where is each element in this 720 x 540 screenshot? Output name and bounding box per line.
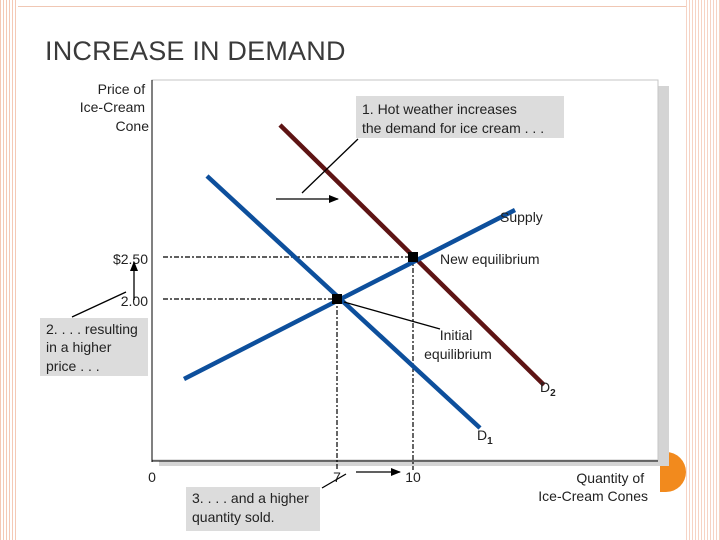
new-equilibrium-point	[408, 252, 418, 262]
x-tick-new-quantity: 10	[405, 469, 421, 485]
y-tick-new-price: $2.50	[113, 251, 148, 267]
left-decorative-stripes	[0, 0, 16, 540]
initial-equilibrium-label-line1: Initial	[440, 327, 473, 343]
y-axis-label-line1: Price of	[98, 81, 146, 97]
x-tick-origin: 0	[148, 469, 156, 485]
demand-curve-d1	[205, 174, 482, 430]
annotation-3-line2: quantity sold.	[192, 509, 275, 525]
annotation-3: 3. . . . and a higher quantity sold.	[192, 490, 313, 525]
d1-label-sub: 1	[487, 436, 493, 447]
x-axis-label: Quantity of Ice-Cream Cones	[538, 470, 648, 504]
initial-equilibrium-point	[332, 294, 342, 304]
initial-equilibrium-pointer	[343, 301, 441, 330]
annotation-2-line2: in a higher	[46, 339, 112, 355]
initial-equilibrium-label: Initial equilibrium	[424, 327, 492, 362]
x-tick-initial-quantity: 7	[333, 469, 341, 485]
d2-label-sub: 2	[550, 388, 556, 399]
d1-label-main: D	[477, 427, 487, 443]
annotation-2-pointer	[71, 291, 127, 318]
supply-curve	[182, 207, 517, 382]
plot-area	[151, 79, 659, 461]
x-axis-label-line2: Ice-Cream Cones	[538, 488, 648, 504]
annotation-3-line1: 3. . . . and a higher	[192, 490, 309, 506]
annotation-2-line1: 2. . . . resulting	[46, 321, 138, 337]
annotation-2-line3: price . . .	[46, 358, 100, 374]
d2-label: D2	[540, 379, 556, 399]
annotation-1: 1. Hot weather increases the demand for …	[362, 101, 544, 136]
y-axis-label: Price of Ice-Cream Cone	[80, 81, 149, 134]
initial-equilibrium-label-line2: equilibrium	[424, 346, 492, 362]
annotation-box-2	[40, 318, 148, 376]
d1-label: D1	[477, 427, 493, 447]
y-tick-initial-price: 2.00	[121, 293, 148, 309]
x-axis-label-line1: Quantity of	[576, 470, 644, 486]
annotation-3-pointer	[321, 473, 347, 489]
annotation-1-line2: the demand for ice cream . . .	[362, 120, 544, 136]
annotation-box-3	[186, 487, 320, 531]
right-decorative-stripes	[686, 0, 720, 540]
slide-title: INCREASE IN DEMAND	[45, 36, 346, 66]
y-axis-label-line2: Ice-Cream	[80, 99, 145, 115]
annotation-box-1	[356, 96, 564, 138]
annotation-1-line1: 1. Hot weather increases	[362, 101, 517, 117]
y-axis-label-line3: Cone	[116, 118, 150, 134]
supply-label: Supply	[500, 209, 543, 225]
annotation-2: 2. . . . resulting in a higher price . .…	[46, 321, 142, 374]
annotation-1-pointer	[301, 138, 359, 194]
top-rule	[18, 6, 686, 7]
d2-label-main: D	[540, 379, 550, 395]
new-equilibrium-label: New equilibrium	[440, 251, 540, 267]
